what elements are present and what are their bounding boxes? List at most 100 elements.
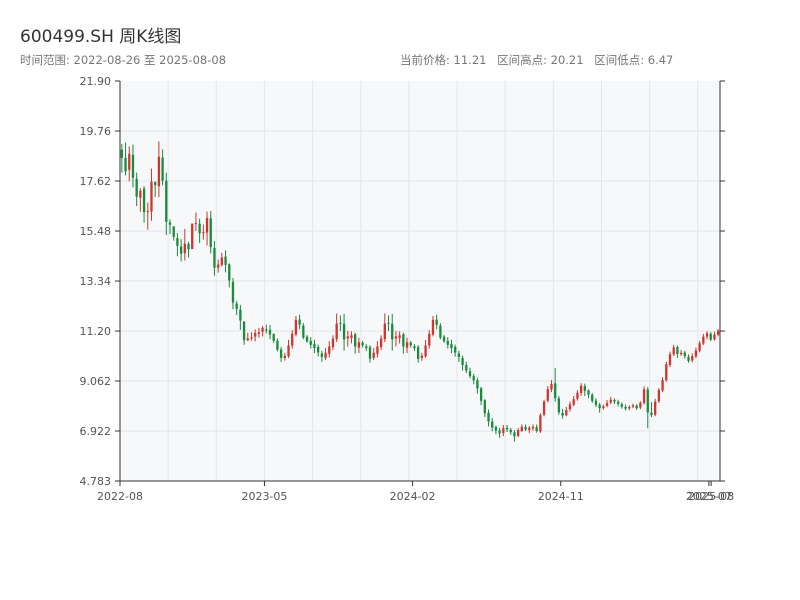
candle-body bbox=[217, 264, 220, 268]
candle bbox=[554, 367, 557, 402]
x-axis: 2022-08 2023-05 2024-02 2024-11 2025-072025-… bbox=[97, 481, 734, 503]
candle bbox=[509, 428, 512, 435]
candle-body bbox=[535, 427, 538, 432]
candle-body bbox=[479, 388, 483, 401]
candle bbox=[124, 142, 127, 176]
candle-body bbox=[231, 281, 235, 303]
candle-body bbox=[624, 406, 627, 409]
range-high-label: 区间高点: 20.21 bbox=[497, 53, 584, 67]
candle-body bbox=[209, 218, 212, 248]
candle bbox=[368, 345, 372, 363]
date-range-label: 时间范围: 2022-08-26 至 2025-08-08 bbox=[20, 53, 227, 67]
candle-body bbox=[561, 412, 564, 416]
candle bbox=[176, 233, 179, 257]
candle bbox=[461, 355, 464, 371]
candle-body bbox=[172, 226, 175, 237]
candle bbox=[272, 333, 275, 344]
candle-body bbox=[402, 334, 405, 347]
candle-body bbox=[494, 427, 498, 431]
y-tick-label: 6.922 bbox=[80, 425, 112, 438]
candle bbox=[679, 349, 683, 356]
candle bbox=[491, 417, 494, 432]
candle bbox=[383, 313, 386, 343]
candle-body bbox=[628, 406, 631, 409]
candle-body bbox=[342, 323, 346, 340]
candle bbox=[635, 404, 638, 411]
candle-body bbox=[394, 336, 398, 339]
candle-body bbox=[442, 336, 446, 342]
candle bbox=[224, 250, 227, 273]
candle-body bbox=[198, 223, 201, 234]
candle-body bbox=[613, 399, 616, 402]
candle bbox=[194, 212, 198, 231]
candle-body bbox=[128, 153, 131, 170]
candle-body bbox=[313, 343, 316, 349]
candle bbox=[617, 399, 620, 407]
candle bbox=[150, 168, 153, 221]
candle-body bbox=[702, 336, 705, 344]
candle bbox=[535, 424, 538, 433]
candle-body bbox=[320, 353, 323, 357]
candle-body bbox=[539, 415, 542, 432]
candle bbox=[365, 344, 368, 351]
candle bbox=[687, 354, 690, 363]
candle bbox=[198, 218, 201, 243]
candle-body bbox=[183, 243, 186, 254]
candle-body bbox=[617, 401, 620, 404]
candle-body bbox=[268, 329, 272, 335]
candle-body bbox=[639, 402, 642, 408]
candle bbox=[694, 347, 698, 359]
candle bbox=[598, 402, 601, 413]
candle bbox=[661, 377, 664, 393]
candle bbox=[439, 323, 442, 340]
candle bbox=[254, 329, 257, 342]
candle bbox=[324, 348, 327, 361]
y-tick-label: 11.20 bbox=[80, 325, 112, 338]
candle-body bbox=[676, 346, 679, 354]
candle bbox=[650, 402, 653, 418]
candle-body bbox=[550, 384, 553, 390]
candle-body bbox=[513, 432, 516, 437]
candle-body bbox=[502, 428, 505, 433]
candle bbox=[235, 301, 238, 315]
candle bbox=[409, 340, 412, 348]
candle bbox=[172, 226, 175, 241]
candle bbox=[520, 424, 523, 432]
candle bbox=[468, 367, 472, 379]
candle-body bbox=[439, 325, 442, 338]
candle bbox=[268, 324, 272, 340]
candle-body bbox=[220, 257, 223, 265]
candle-body bbox=[661, 380, 664, 391]
candle-body bbox=[176, 238, 179, 246]
candle-body bbox=[609, 399, 612, 403]
candle bbox=[394, 330, 398, 347]
candle bbox=[702, 333, 705, 346]
candle bbox=[339, 315, 342, 332]
candle-body bbox=[709, 333, 712, 340]
candle-body bbox=[187, 243, 190, 250]
y-tick-label: 4.783 bbox=[80, 475, 112, 488]
candle-body bbox=[246, 338, 249, 341]
candle bbox=[550, 380, 553, 393]
candle bbox=[539, 413, 542, 433]
candle-body bbox=[668, 354, 672, 365]
candle bbox=[457, 350, 461, 362]
candle-body bbox=[135, 178, 138, 197]
candle-body bbox=[368, 347, 372, 359]
candle-body bbox=[713, 334, 716, 340]
y-tick-label: 17.62 bbox=[80, 175, 112, 188]
candle-body bbox=[435, 319, 438, 325]
candle-body bbox=[531, 426, 535, 429]
candle-body bbox=[583, 385, 586, 391]
candle bbox=[454, 344, 457, 357]
candles-group bbox=[120, 141, 720, 442]
candle-body bbox=[528, 427, 531, 430]
candle bbox=[313, 339, 316, 354]
candle bbox=[431, 316, 435, 337]
candle-body bbox=[420, 355, 423, 358]
candle bbox=[157, 141, 161, 198]
candle-body bbox=[594, 400, 598, 405]
candle-body bbox=[242, 321, 246, 341]
candle-body bbox=[205, 217, 209, 233]
candle bbox=[642, 386, 646, 405]
